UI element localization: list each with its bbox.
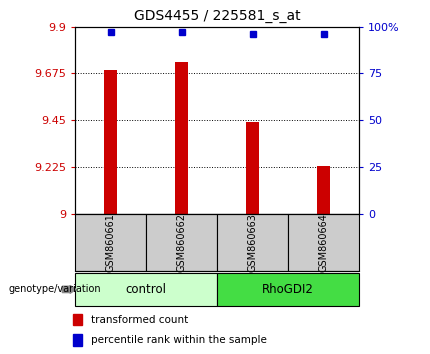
Bar <box>246 122 259 214</box>
Text: GSM860664: GSM860664 <box>319 213 329 272</box>
Text: GSM860663: GSM860663 <box>248 213 258 272</box>
Bar <box>146 214 217 271</box>
Bar <box>73 314 82 325</box>
Bar <box>175 62 188 214</box>
Bar <box>217 214 288 271</box>
Text: control: control <box>126 283 167 296</box>
Text: percentile rank within the sample: percentile rank within the sample <box>91 335 267 345</box>
Text: GSM860661: GSM860661 <box>106 213 116 272</box>
Bar <box>104 70 117 214</box>
Text: transformed count: transformed count <box>91 314 188 325</box>
Bar <box>75 273 217 306</box>
Text: GSM860662: GSM860662 <box>177 213 187 272</box>
Bar <box>217 273 359 306</box>
Bar <box>75 214 146 271</box>
Title: GDS4455 / 225581_s_at: GDS4455 / 225581_s_at <box>134 9 301 23</box>
Bar <box>73 334 82 346</box>
Text: RhoGDI2: RhoGDI2 <box>262 283 314 296</box>
Bar <box>317 166 330 214</box>
Text: genotype/variation: genotype/variation <box>9 284 101 295</box>
Bar <box>288 214 359 271</box>
